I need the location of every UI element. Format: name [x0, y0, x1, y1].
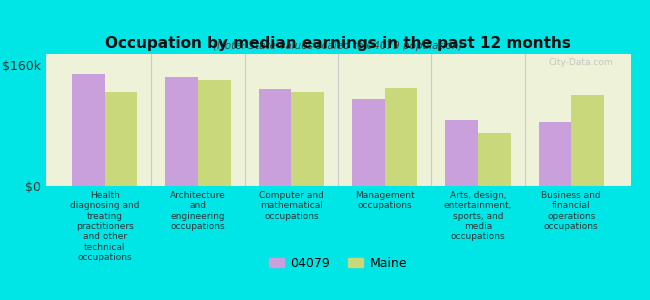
- Bar: [385, 88, 417, 186]
- Bar: [105, 92, 137, 186]
- Bar: [571, 95, 604, 186]
- Bar: [198, 80, 231, 186]
- Bar: [72, 74, 105, 186]
- Legend: 04079, Maine: 04079, Maine: [264, 252, 412, 275]
- Text: (Note: State values scaled to 04079 population): (Note: State values scaled to 04079 popu…: [213, 41, 463, 51]
- Text: City-Data.com: City-Data.com: [549, 58, 613, 67]
- Bar: [445, 120, 478, 186]
- Bar: [352, 99, 385, 186]
- Bar: [478, 133, 511, 186]
- Title: Occupation by median earnings in the past 12 months: Occupation by median earnings in the pas…: [105, 36, 571, 51]
- Bar: [259, 89, 291, 186]
- Bar: [165, 76, 198, 186]
- Bar: [291, 92, 324, 186]
- Bar: [539, 122, 571, 186]
